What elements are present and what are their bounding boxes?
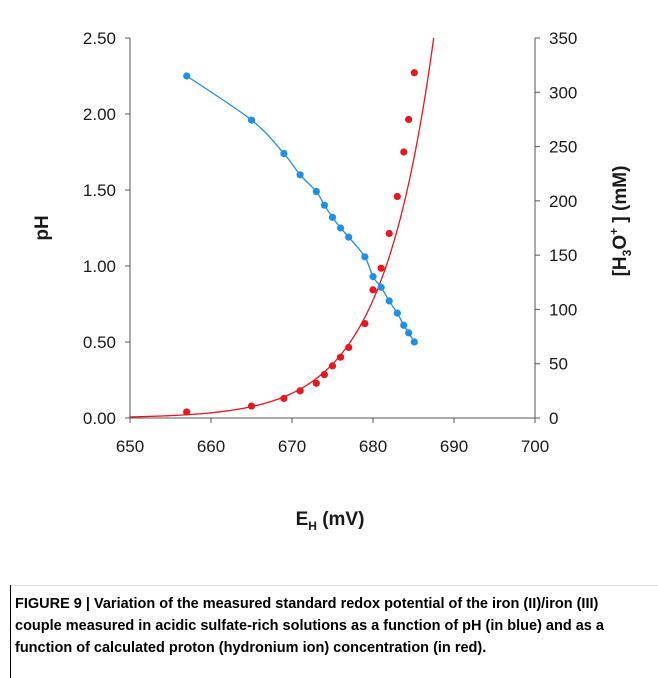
x-tick-label: 660	[197, 437, 225, 456]
data-points	[183, 69, 418, 416]
ph-point	[320, 201, 328, 209]
y-right-title-part-1: [H	[610, 256, 631, 276]
y-left-axis-title: pH	[32, 215, 53, 240]
h3o-point	[320, 370, 328, 379]
y-right-title-sub: 3	[620, 249, 634, 256]
x-axis-title: EH (mV)	[296, 509, 365, 533]
x-tick-label: 670	[278, 437, 306, 456]
ph-point	[385, 297, 393, 305]
ph-point	[393, 309, 401, 317]
ph-point	[377, 283, 385, 291]
ph-point	[183, 72, 191, 80]
y-right-tick-label: 350	[549, 29, 577, 48]
fit-curves	[129, 37, 435, 418]
y-right-tick-label: 100	[549, 300, 577, 319]
ph-point	[337, 224, 345, 232]
x-title-sub: H	[308, 519, 317, 533]
x-title-rest: (mV)	[317, 509, 365, 530]
h3o-point	[296, 387, 304, 395]
caption-divider	[10, 585, 658, 586]
x-title-main: E	[296, 509, 309, 530]
ph-point	[410, 338, 418, 346]
tick-labels: 650 660 670 680 690 700 0.00 0.50 1.00 1.50 2.00 2.…	[83, 29, 577, 456]
h3o-point	[400, 148, 408, 156]
figure-caption: FIGURE 9 | Variation of the measured sta…	[15, 593, 643, 659]
y-left-tick-label: 0.50	[83, 333, 116, 352]
ph-point	[405, 329, 413, 337]
y-left-tick-label: 0.00	[83, 409, 116, 428]
ph-fit-curve	[186, 75, 415, 343]
y-right-title-sup: +	[607, 228, 621, 235]
h3o-fit-curve	[129, 37, 435, 418]
y-right-tick-label: 250	[549, 138, 577, 157]
h3o-point	[369, 286, 377, 294]
ph-point	[361, 253, 369, 261]
ph-point	[296, 171, 304, 179]
ph-point	[369, 273, 377, 281]
y-left-tick-label: 1.50	[83, 181, 116, 200]
h3o-point	[410, 69, 418, 77]
ph-point	[312, 187, 320, 196]
h3o-point	[280, 394, 288, 403]
h3o-point	[345, 343, 353, 352]
h3o-point	[377, 264, 385, 272]
chart: 650 660 670 680 690 700 0.00 0.50 1.00 1.50 2.00 2.…	[32, 29, 634, 533]
caption-text: Variation of the measured standard redox…	[15, 596, 604, 656]
y-right-title-part-2: O	[610, 235, 631, 250]
h3o-point	[312, 379, 320, 387]
y-right-axis-title: [H3O+ ] (mM)	[607, 166, 634, 277]
x-tick-label: 690	[440, 437, 468, 456]
ph-point	[328, 213, 337, 221]
axes	[125, 37, 540, 423]
y-right-title-part-3: ] (mM)	[610, 166, 631, 228]
x-tick-label: 700	[521, 437, 549, 456]
y-right-tick-label: 150	[549, 246, 577, 265]
y-left-tick-label: 2.50	[83, 29, 116, 48]
y-right-tick-label: 50	[549, 355, 568, 374]
ph-point	[247, 116, 256, 124]
h3o-point	[361, 319, 369, 328]
x-tick-label: 650	[116, 437, 144, 456]
ph-point	[400, 321, 408, 329]
x-tick-label: 680	[359, 437, 387, 456]
y-right-tick-label: 0	[549, 409, 558, 428]
caption-label: FIGURE 9 |	[15, 596, 94, 612]
ph-point	[345, 233, 353, 241]
h3o-point	[337, 353, 345, 361]
h3o-point	[405, 115, 413, 124]
y-right-tick-label: 300	[549, 83, 577, 102]
y-left-tick-label: 2.00	[83, 105, 116, 124]
y-left-tick-label: 1.00	[83, 257, 116, 276]
h3o-point	[183, 408, 191, 416]
h3o-point	[328, 362, 337, 370]
h3o-point	[393, 192, 401, 201]
h3o-point	[385, 229, 393, 238]
y-right-tick-label: 200	[549, 192, 577, 211]
ph-point	[280, 149, 288, 158]
h3o-point	[247, 402, 256, 410]
caption-left-rule	[10, 585, 11, 678]
